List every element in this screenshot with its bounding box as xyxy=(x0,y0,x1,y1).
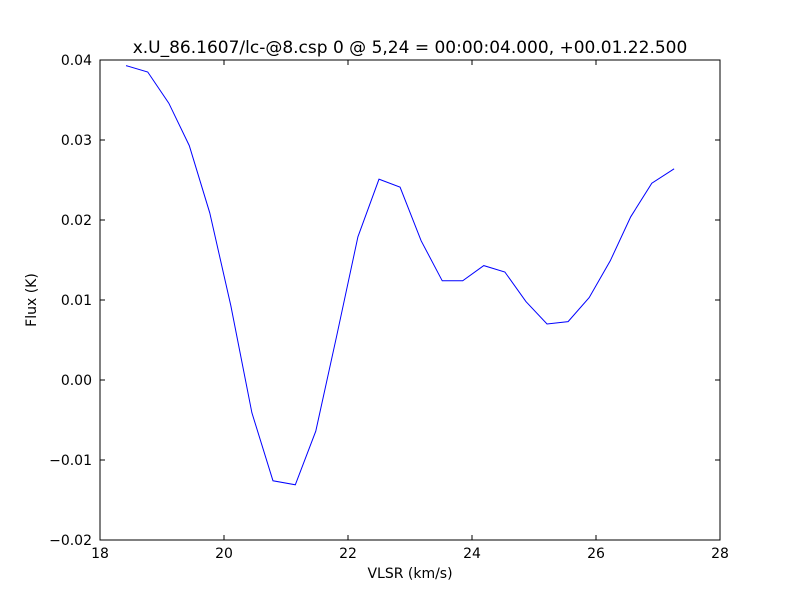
plot-frame xyxy=(99,59,721,541)
y-tick-label: −0.02 xyxy=(49,533,92,549)
y-tick-label: 0.01 xyxy=(61,293,92,309)
data-line xyxy=(125,65,675,486)
y-axis-label: Flux (K) xyxy=(24,273,40,327)
y-tick-label: 0.03 xyxy=(61,133,92,149)
y-tick-label: −0.01 xyxy=(49,453,92,469)
x-tick-label: 22 xyxy=(339,546,357,562)
y-tick-label: 0.02 xyxy=(61,213,92,229)
x-axis-label: VLSR (km/s) xyxy=(367,566,452,582)
x-tick-label: 24 xyxy=(463,546,481,562)
x-tick-label: 20 xyxy=(215,546,233,562)
y-tick-label: 0.00 xyxy=(61,373,92,389)
x-tick-label: 18 xyxy=(91,546,109,562)
chart-title: x.U_86.1607/lc-@8.csp 0 @ 5,24 = 00:00:0… xyxy=(133,38,688,58)
x-tick-label: 26 xyxy=(587,546,605,562)
x-tick-label: 28 xyxy=(711,546,729,562)
y-tick-label: 0.04 xyxy=(61,53,92,69)
